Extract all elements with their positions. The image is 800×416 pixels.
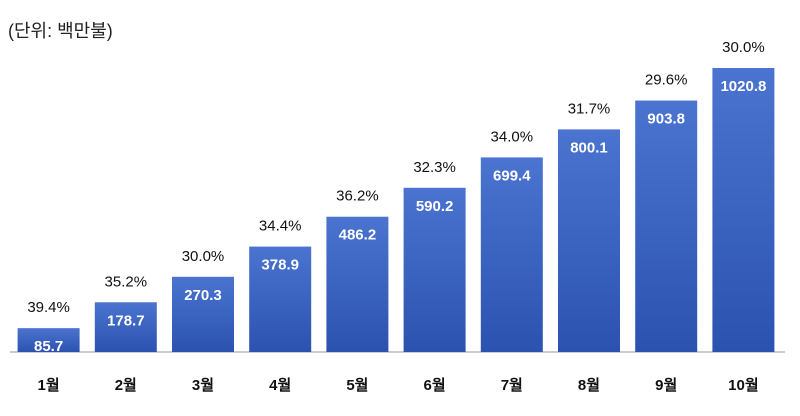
bar bbox=[94, 302, 157, 352]
bar bbox=[558, 129, 620, 352]
value-label: 699.4 bbox=[493, 167, 531, 184]
x-tick-label: 9월 bbox=[655, 377, 677, 394]
annotation: 35.2% bbox=[105, 273, 148, 290]
annotation: 36.2% bbox=[336, 188, 379, 205]
x-tick-label: 5월 bbox=[346, 377, 368, 394]
value-label: 85.7 bbox=[34, 338, 63, 355]
x-tick-label: 8월 bbox=[578, 377, 600, 394]
value-label: 378.9 bbox=[261, 257, 299, 274]
bar bbox=[249, 246, 312, 352]
bar bbox=[172, 276, 234, 352]
bar bbox=[712, 68, 775, 352]
annotation: 34.0% bbox=[491, 128, 534, 145]
x-tick-label: 2월 bbox=[115, 377, 137, 394]
bar bbox=[17, 328, 80, 352]
value-label: 1020.8 bbox=[720, 78, 766, 95]
annotation: 29.6% bbox=[645, 72, 688, 89]
x-tick-label: 6월 bbox=[424, 377, 446, 394]
x-tick-label: 4월 bbox=[269, 377, 291, 394]
bar bbox=[326, 216, 389, 352]
annotation: 30.0% bbox=[722, 39, 765, 56]
bar bbox=[635, 100, 698, 353]
value-label: 903.8 bbox=[647, 111, 685, 128]
annotation: 34.4% bbox=[259, 218, 302, 235]
value-label: 270.3 bbox=[184, 287, 222, 304]
annotation: 32.3% bbox=[413, 159, 456, 176]
chart-title: (단위: 백만불) bbox=[8, 21, 113, 41]
bar bbox=[403, 187, 466, 352]
x-tick-label: 7월 bbox=[501, 377, 523, 394]
value-label: 178.7 bbox=[107, 312, 145, 329]
annotation: 39.4% bbox=[27, 299, 70, 316]
x-tick-label: 3월 bbox=[192, 377, 214, 394]
value-label: 590.2 bbox=[416, 198, 454, 215]
annotation: 31.7% bbox=[568, 100, 611, 117]
x-tick-label: 1월 bbox=[38, 377, 60, 394]
value-label: 486.2 bbox=[339, 227, 377, 244]
x-tick-label: 10월 bbox=[728, 377, 759, 394]
bar bbox=[480, 157, 543, 352]
annotation: 30.0% bbox=[182, 248, 225, 265]
value-label: 800.1 bbox=[570, 139, 608, 156]
